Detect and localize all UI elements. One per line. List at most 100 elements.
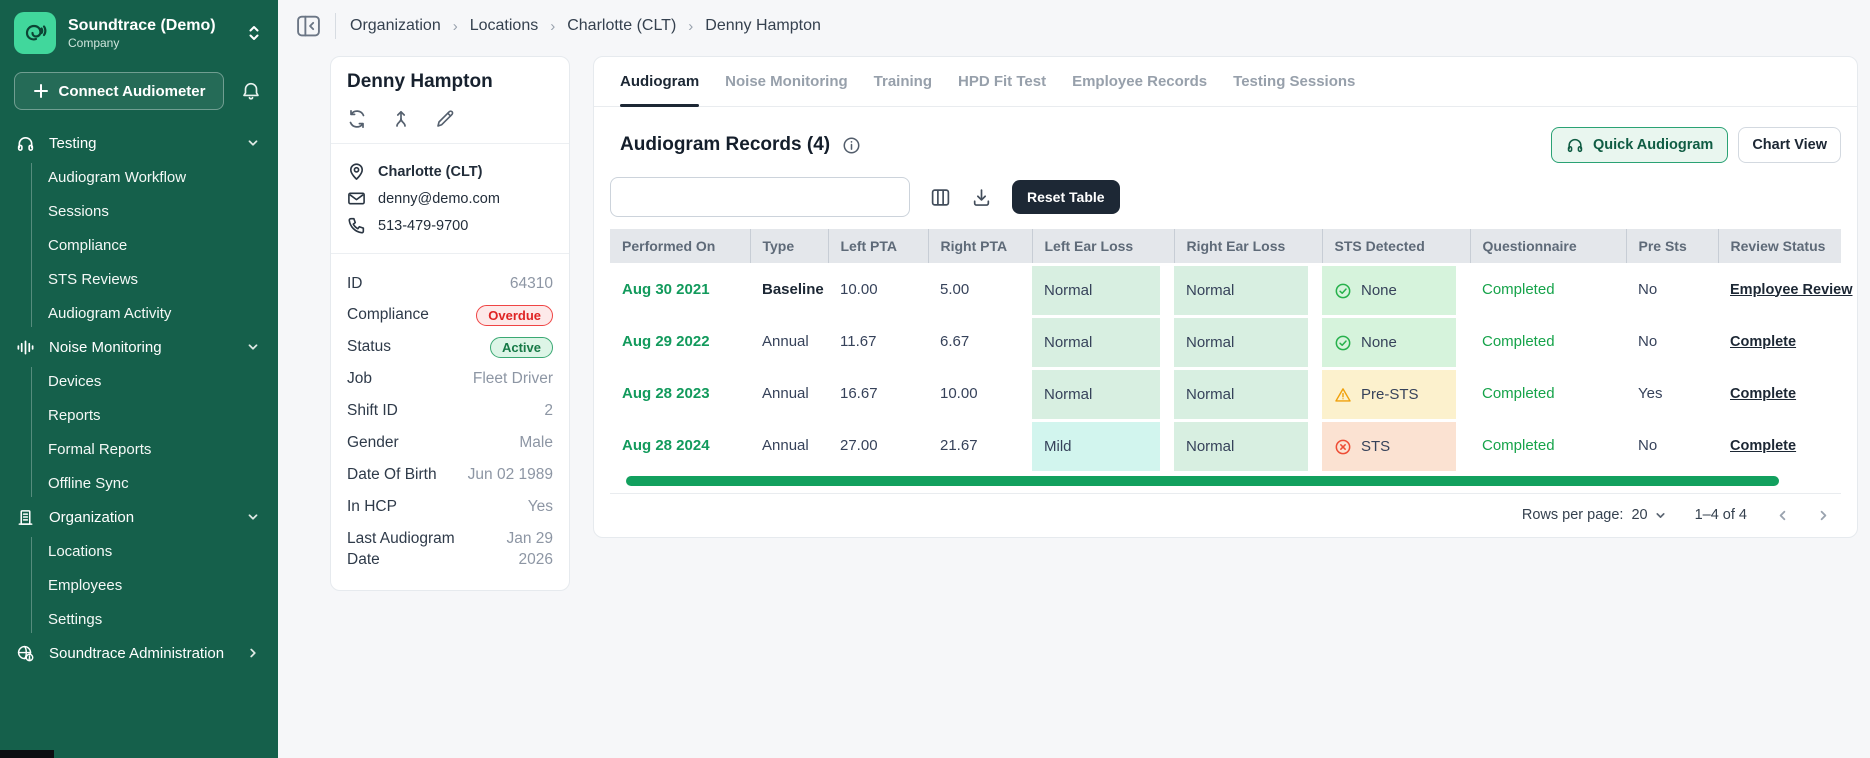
sidebar-item-compliance[interactable]: Compliance [0,228,278,262]
col-type[interactable]: Type [750,229,828,263]
sidebar-item-devices[interactable]: Devices [0,364,278,398]
col-right-pta[interactable]: Right PTA [928,229,1032,263]
records-search-input[interactable] [610,177,910,217]
next-page-icon[interactable] [1816,508,1831,523]
col-performed-on[interactable]: Performed On [610,229,750,263]
tab-hpd-fit-test[interactable]: HPD Fit Test [958,57,1046,106]
sidebar-section-label: Soundtrace Administration [49,645,224,662]
breadcrumb-separator: › [550,18,555,35]
performed-on-link[interactable]: Aug 28 2024 [622,437,710,454]
sidebar-item-sts-reviews[interactable]: STS Reviews [0,262,278,296]
review-status-link[interactable]: Complete [1730,438,1796,454]
col-left-pta[interactable]: Left PTA [828,229,928,263]
left-ear-loss-cell: Mild [1032,422,1160,471]
breadcrumb-location-charlotte[interactable]: Charlotte (CLT) [567,17,676,35]
review-status-link[interactable]: Employee Review [1730,282,1853,298]
records-title: Audiogram Records (4) [620,134,830,156]
review-status-link[interactable]: Complete [1730,334,1796,350]
previous-page-icon[interactable] [1775,508,1790,523]
sts-detected-cell: None [1322,266,1456,315]
sidebar-item-formal-reports[interactable]: Formal Reports [0,432,278,466]
rows-per-page-select[interactable]: 20 [1631,507,1666,523]
elephant-logo-icon [21,19,49,47]
sidebar-section-organization[interactable]: Organization [0,500,278,534]
soundtrace-logo [14,12,56,54]
sidebar: Soundtrace (Demo) Company Connect Audiom… [0,0,278,758]
page-range-label: 1–4 of 4 [1695,507,1747,523]
left-ear-loss-cell: Normal [1032,370,1160,419]
sidebar-item-settings[interactable]: Settings [0,602,278,636]
col-left-ear-loss[interactable]: Left Ear Loss [1032,229,1174,263]
breadcrumb-employee[interactable]: Denny Hampton [705,17,821,35]
company-name: Soundtrace (Demo) [68,16,216,36]
company-switcher-icon[interactable] [246,24,262,42]
merge-icon[interactable] [391,109,411,129]
waveform-icon [16,338,35,357]
info-icon[interactable] [842,136,861,155]
sidebar-nav: Testing Audiogram Workflow Sessions Comp… [0,126,278,670]
field-row-date-of-birth: Date Of Birth Jun 02 1989 [347,460,553,492]
sidebar-section-noise-monitoring[interactable]: Noise Monitoring [0,330,278,364]
col-right-ear-loss[interactable]: Right Ear Loss [1174,229,1322,263]
download-icon[interactable] [971,187,992,208]
company-type-label: Company [68,36,216,51]
chevron-down-icon [246,340,260,354]
horizontal-scrollbar[interactable] [626,476,1779,486]
sidebar-item-locations[interactable]: Locations [0,534,278,568]
performed-on-link[interactable]: Aug 29 2022 [622,333,710,350]
table-row: Aug 28 2023 Annual 16.67 10.00 Normal No… [610,367,1841,419]
main-area: Organization › Locations › Charlotte (CL… [278,0,1870,758]
sidebar-item-reports[interactable]: Reports [0,398,278,432]
connect-audiometer-label: Connect Audiometer [59,83,206,100]
sidebar-section-soundtrace-administration[interactable]: Soundtrace Administration [0,636,278,670]
sidebar-item-sessions[interactable]: Sessions [0,194,278,228]
left-ear-loss-cell: Normal [1032,266,1160,315]
employee-phone: 513-479-9700 [378,218,468,234]
company-switcher[interactable]: Soundtrace (Demo) Company [0,0,278,62]
sidebar-item-employees[interactable]: Employees [0,568,278,602]
tab-audiogram[interactable]: Audiogram [620,57,699,106]
status-active-badge: Active [490,337,553,358]
check-circle-icon [1334,282,1352,300]
quick-audiogram-button[interactable]: Quick Audiogram [1551,127,1728,163]
topbar: Organization › Locations › Charlotte (CL… [278,0,1870,52]
collapse-sidebar-icon[interactable] [296,14,321,38]
columns-icon[interactable] [930,187,951,208]
sidebar-item-offline-sync[interactable]: Offline Sync [0,466,278,500]
col-sts-detected[interactable]: STS Detected [1322,229,1470,263]
chevron-down-icon [1654,509,1667,522]
right-ear-loss-cell: Normal [1174,318,1308,367]
headphones-icon [16,134,35,153]
breadcrumb-organization[interactable]: Organization [350,17,441,35]
col-review-status[interactable]: Review Status [1718,229,1841,263]
field-row-id: ID 64310 [347,268,553,300]
chart-view-button[interactable]: Chart View [1738,127,1841,163]
edit-pencil-icon[interactable] [435,109,455,129]
sync-icon[interactable] [347,109,367,129]
review-status-link[interactable]: Complete [1730,386,1796,402]
sidebar-section-label: Testing [49,135,97,152]
chevron-right-icon [246,646,260,660]
col-questionnaire[interactable]: Questionnaire [1470,229,1626,263]
connect-audiometer-button[interactable]: Connect Audiometer [14,72,224,110]
breadcrumb-locations[interactable]: Locations [470,17,539,35]
employee-name: Denny Hampton [347,71,553,93]
tab-employee-records[interactable]: Employee Records [1072,57,1207,106]
sidebar-item-audiogram-workflow[interactable]: Audiogram Workflow [0,160,278,194]
tab-testing-sessions[interactable]: Testing Sessions [1233,57,1355,106]
right-ear-loss-cell: Normal [1174,266,1308,315]
right-ear-loss-cell: Normal [1174,370,1308,419]
chevron-down-icon [246,510,260,524]
tab-noise-monitoring[interactable]: Noise Monitoring [725,57,848,106]
performed-on-link[interactable]: Aug 28 2023 [622,385,710,402]
performed-on-link[interactable]: Aug 30 2021 [622,281,710,298]
notifications-bell-icon[interactable] [240,80,262,102]
headphones-icon [1566,136,1584,154]
sidebar-item-audiogram-activity[interactable]: Audiogram Activity [0,296,278,330]
sidebar-section-label: Organization [49,509,134,526]
sts-detected-cell: Pre-STS [1322,370,1456,419]
sidebar-section-testing[interactable]: Testing [0,126,278,160]
tab-training[interactable]: Training [874,57,932,106]
reset-table-button[interactable]: Reset Table [1012,180,1120,214]
col-pre-sts[interactable]: Pre Sts [1626,229,1718,263]
